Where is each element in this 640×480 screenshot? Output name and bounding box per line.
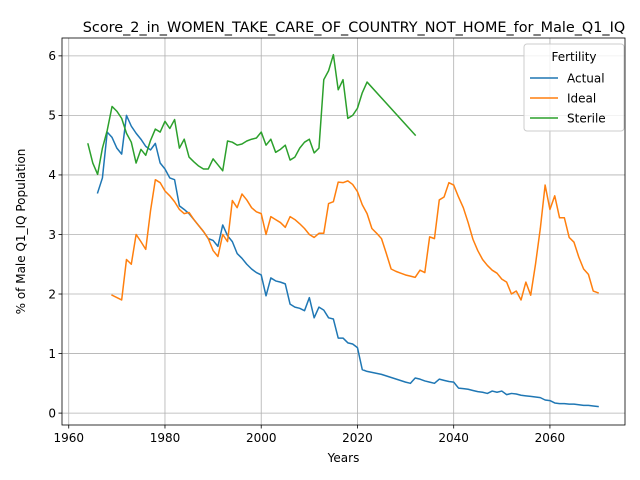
- legend: Fertility Actual Ideal Sterile: [524, 44, 624, 131]
- legend-label-actual: Actual: [567, 71, 605, 85]
- x-tick-label: 1980: [150, 431, 181, 445]
- series-line-ideal: [112, 180, 598, 300]
- series-line-sterile: [88, 55, 415, 175]
- x-tick-label: 2040: [438, 431, 469, 445]
- y-tick-label: 3: [48, 228, 56, 242]
- x-tick-label: 1960: [53, 431, 84, 445]
- legend-label-ideal: Ideal: [567, 91, 596, 105]
- series-line-actual: [98, 115, 598, 406]
- x-axis-label: Years: [327, 451, 360, 465]
- y-tick-label: 2: [48, 287, 56, 301]
- axis-ticks: 1960 1980 2000 2020 2040 2060 0 1 2 3 4 5 6: [48, 49, 565, 445]
- y-tick-label: 6: [48, 49, 56, 63]
- legend-title: Fertility: [551, 50, 596, 64]
- y-tick-label: 5: [48, 109, 56, 123]
- x-tick-label: 2020: [342, 431, 373, 445]
- y-tick-label: 4: [48, 168, 56, 182]
- y-axis-label: % of Male Q1_IQ Population: [14, 149, 28, 315]
- legend-label-sterile: Sterile: [567, 111, 606, 125]
- y-tick-label: 0: [48, 406, 56, 420]
- x-tick-label: 2060: [535, 431, 566, 445]
- y-tick-label: 1: [48, 347, 56, 361]
- chart-title: Score_2_in_WOMEN_TAKE_CARE_OF_COUNTRY_NO…: [83, 20, 625, 36]
- x-tick-label: 2000: [246, 431, 277, 445]
